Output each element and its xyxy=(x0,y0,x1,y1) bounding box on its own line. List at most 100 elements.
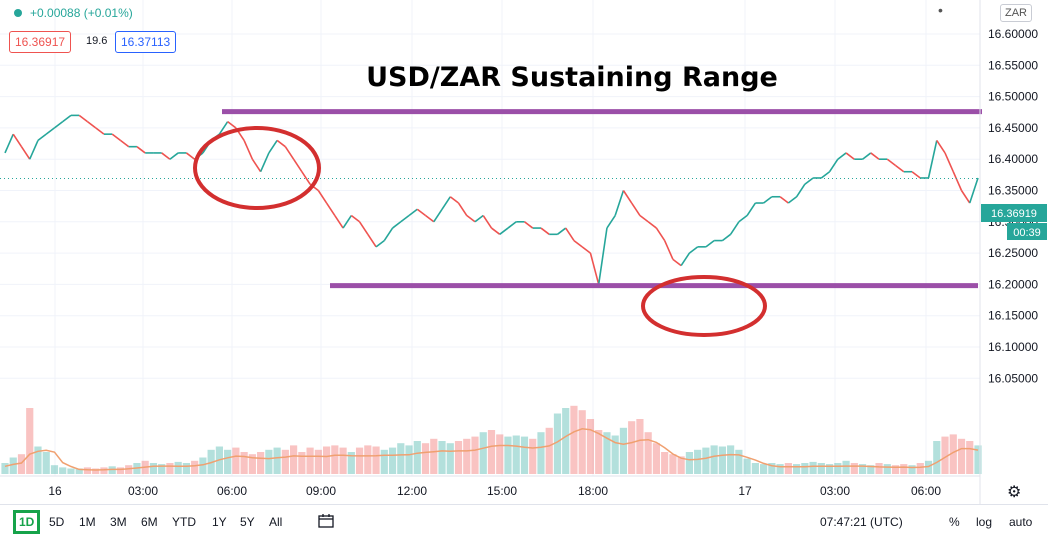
volume-bar xyxy=(454,441,463,474)
volume-bar xyxy=(479,432,487,474)
volume-bar xyxy=(858,464,867,474)
price-segment xyxy=(672,258,682,267)
time-tick-label: 17 xyxy=(738,484,752,498)
volume-bar xyxy=(776,464,784,474)
price-segment xyxy=(350,214,361,223)
volume-bar xyxy=(281,449,289,474)
volume-bar xyxy=(545,427,553,474)
percent-toggle[interactable]: % xyxy=(949,515,960,529)
volume-bar xyxy=(92,468,100,474)
time-tick-label: 03:00 xyxy=(128,484,158,498)
volume-bar xyxy=(677,456,685,474)
range-5d-button[interactable]: 5D xyxy=(49,515,65,529)
price-series xyxy=(4,114,979,285)
range-ytd-button[interactable]: YTD xyxy=(172,515,196,529)
price-segment xyxy=(12,133,23,148)
price-segment xyxy=(45,127,55,135)
volume-bar xyxy=(9,457,17,474)
volume-bar xyxy=(504,436,512,474)
price-segment xyxy=(581,246,591,254)
price-segment xyxy=(342,215,352,229)
go-to-date-icon[interactable] xyxy=(318,514,334,528)
price-segment xyxy=(78,114,88,123)
range-1y-button[interactable]: 1Y xyxy=(212,515,227,529)
volume-bar xyxy=(957,438,966,474)
price-segment xyxy=(416,208,427,217)
range-6m-button[interactable]: 6M xyxy=(141,515,158,529)
utc-clock[interactable]: 07:47:21 (UTC) xyxy=(820,515,903,529)
gear-icon[interactable]: ⚙ xyxy=(1007,484,1022,501)
price-tick-label: 16.15000 xyxy=(988,309,1038,323)
log-toggle[interactable]: log xyxy=(976,515,993,529)
price-segment xyxy=(383,227,394,242)
chart-title: USD/ZAR Sustaining Range xyxy=(366,62,778,93)
volume-bar xyxy=(430,438,438,474)
volume-bar xyxy=(809,461,817,474)
price-segment xyxy=(169,152,179,160)
volume-bar xyxy=(388,447,397,474)
volume-bar xyxy=(916,463,924,474)
volume-bar xyxy=(792,464,801,474)
range-3m-button[interactable]: 3M xyxy=(110,515,127,529)
volume-bar xyxy=(355,447,364,474)
price-segment xyxy=(441,196,451,210)
range-5y-button[interactable]: 5Y xyxy=(240,515,255,529)
volume-bar xyxy=(405,445,413,474)
time-tick-label: 16 xyxy=(48,484,62,498)
price-segment xyxy=(37,133,47,142)
volume-bar xyxy=(331,445,339,474)
price-tick-label: 16.35000 xyxy=(988,184,1038,198)
volume-bar xyxy=(224,449,232,474)
price-tick-label: 16.55000 xyxy=(988,58,1038,72)
price-segment xyxy=(317,190,328,204)
volume-bar xyxy=(900,464,908,474)
price-segment xyxy=(4,133,14,154)
volume-bar xyxy=(924,460,933,474)
range-1m-button[interactable]: 1M xyxy=(79,515,96,529)
auto-toggle[interactable]: auto xyxy=(1009,515,1033,529)
volume-bar xyxy=(974,445,982,474)
volume-bar xyxy=(397,443,405,474)
volume-bar xyxy=(760,464,768,474)
price-segment xyxy=(20,146,31,160)
volume-bar xyxy=(867,465,875,474)
range-1d-button[interactable]: 1D xyxy=(13,510,41,534)
more-menu-icon[interactable]: • xyxy=(938,2,943,18)
last-price-tag xyxy=(981,204,1047,222)
price-tick-label: 16.40000 xyxy=(988,152,1038,166)
price-segment xyxy=(655,227,666,242)
volume-bar xyxy=(463,438,471,474)
volume-bar xyxy=(100,467,108,474)
volume-bar xyxy=(562,408,570,474)
volume-bar xyxy=(182,463,191,474)
time-axis: 16 03:00 06:00 09:00 12:00 15:00 18:00 17 03:00 0… xyxy=(48,484,941,498)
price-change: +0.00088 (+0.01%) xyxy=(30,6,133,20)
volume-bar xyxy=(784,463,792,474)
volume-average-line xyxy=(4,428,979,471)
price-segment xyxy=(29,140,39,160)
price-segment xyxy=(927,140,938,179)
bid-button[interactable]: 16.36917 xyxy=(9,31,72,53)
volume-bar xyxy=(685,452,693,474)
volume-bar xyxy=(438,441,446,474)
volume-bar xyxy=(26,408,34,474)
currency-badge[interactable]: ZAR xyxy=(1000,4,1032,22)
volume-bar xyxy=(248,454,256,474)
volume-bar xyxy=(603,432,611,474)
volume-bar xyxy=(768,463,776,474)
volume-bar xyxy=(413,441,421,474)
price-segment xyxy=(688,246,699,254)
price-segment xyxy=(499,227,509,235)
volume-bar xyxy=(446,443,454,474)
time-tick-label: 06:00 xyxy=(217,484,247,498)
price-segment xyxy=(491,227,501,235)
status-dot-icon xyxy=(14,9,22,17)
price-segment xyxy=(837,152,847,160)
price-tick-label: 16.45000 xyxy=(988,121,1038,135)
range-all-button[interactable]: All xyxy=(269,515,283,529)
volume-bar xyxy=(537,432,545,474)
ask-button[interactable]: 16.37113 xyxy=(115,31,177,53)
volume-bar xyxy=(83,467,92,474)
price-segment xyxy=(779,196,789,204)
